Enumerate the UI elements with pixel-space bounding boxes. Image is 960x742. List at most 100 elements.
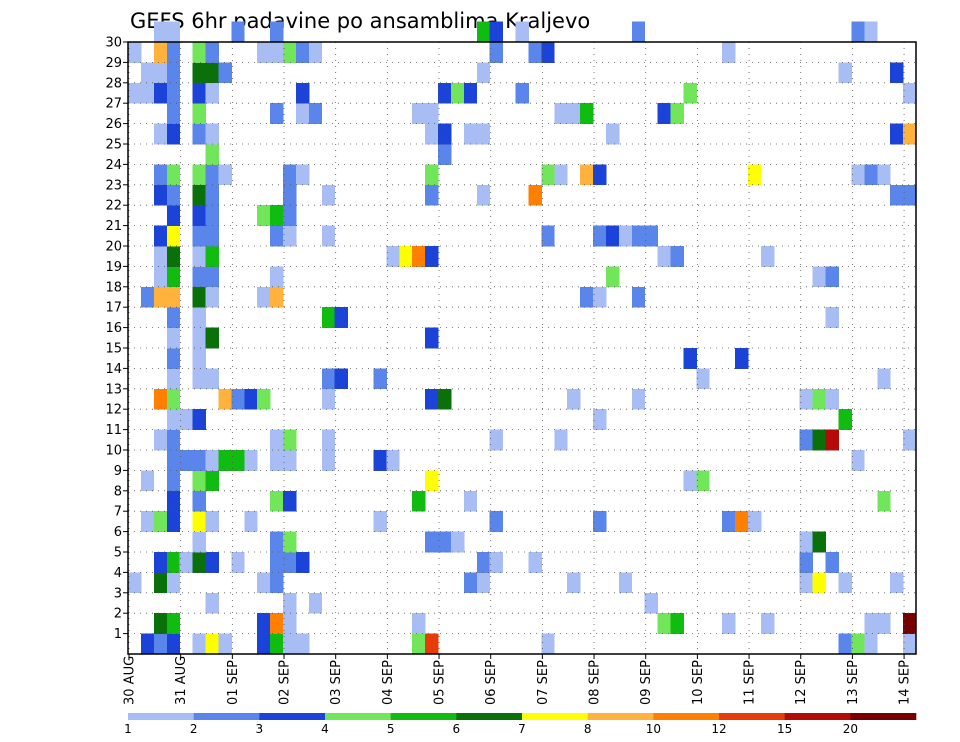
heatmap-cell — [463, 490, 478, 512]
y-tick-label: 25 — [105, 138, 122, 153]
heatmap-cell — [283, 429, 297, 451]
heatmap-cell — [166, 246, 181, 267]
heatmap-cell — [192, 164, 206, 186]
heatmap-cell — [295, 103, 310, 124]
heatmap-cell — [166, 307, 181, 328]
heatmap-cell — [166, 633, 181, 655]
heatmap-cell — [890, 62, 904, 84]
heatmap-cell — [205, 62, 219, 84]
heatmap-cell — [425, 164, 439, 186]
heatmap-cell — [166, 470, 181, 492]
heatmap-cell — [153, 572, 168, 594]
heatmap-cell — [128, 82, 142, 104]
heatmap-cell — [605, 225, 620, 247]
heatmap-cell — [192, 82, 206, 104]
x-tick-label: 01 SEP — [226, 660, 241, 705]
y-tick-label: 22 — [105, 199, 122, 214]
heatmap-cell — [864, 21, 878, 43]
y-tick-label: 14 — [105, 362, 122, 377]
y-tick-label: 17 — [105, 301, 122, 316]
heatmap-cell — [851, 164, 865, 186]
heatmap-cell — [192, 511, 206, 532]
heatmap-cell — [283, 552, 297, 573]
y-tick-label: 21 — [105, 219, 122, 234]
heatmap-cell — [683, 348, 697, 369]
heatmap-cell — [593, 225, 607, 247]
heatmap-cell — [192, 490, 206, 512]
y-tick-label: 23 — [105, 178, 122, 193]
heatmap-cell — [321, 368, 336, 390]
heatmap-cell — [166, 103, 181, 124]
heatmap-cell — [425, 327, 439, 349]
heatmap-cell — [696, 368, 710, 390]
x-tick-label: 04 SEP — [381, 660, 396, 705]
heatmap-cell — [386, 450, 400, 471]
heatmap-cell — [812, 572, 826, 594]
heatmap-cell — [605, 123, 620, 145]
heatmap-cell — [270, 429, 284, 451]
colorbar-label: 5 — [387, 722, 395, 736]
heatmap-cell — [838, 572, 852, 594]
heatmap-cell — [205, 184, 219, 206]
y-tick-label: 2 — [114, 607, 122, 622]
heatmap-cell — [166, 490, 181, 512]
heatmap-cell — [489, 552, 504, 573]
heatmap-cell — [425, 388, 439, 410]
heatmap-cell — [321, 450, 336, 471]
heatmap-cell — [179, 409, 193, 430]
heatmap-cell — [618, 572, 633, 594]
heatmap-cell — [489, 21, 504, 43]
heatmap-cell — [192, 348, 206, 369]
heatmap-cell — [321, 184, 336, 206]
heatmap-cell — [192, 368, 206, 390]
y-tick-label: 11 — [105, 423, 122, 438]
heatmap-cell — [153, 164, 168, 186]
colorbar-label: 2 — [190, 722, 198, 736]
heatmap-cell — [166, 205, 181, 226]
heatmap-cell — [605, 266, 620, 288]
heatmap-cell — [580, 286, 594, 308]
heatmap-cell — [205, 123, 219, 145]
heatmap-cell — [218, 62, 232, 84]
heatmap-cell — [166, 286, 181, 308]
heatmap-cell — [877, 490, 891, 512]
heatmap-cell — [295, 42, 310, 63]
heatmap-cell — [205, 246, 219, 267]
heatmap-cell — [153, 184, 168, 206]
heatmap-cell — [205, 450, 219, 471]
heatmap-cell — [153, 246, 168, 267]
heatmap-cell — [489, 42, 504, 63]
heatmap-cell — [205, 470, 219, 492]
heatmap-cell — [593, 286, 607, 308]
heatmap-cell — [373, 368, 387, 390]
heatmap-cell — [205, 286, 219, 308]
heatmap-cell — [270, 103, 284, 124]
heatmap-cell — [166, 62, 181, 84]
heatmap-cell — [153, 286, 168, 308]
heatmap-cell — [463, 572, 478, 594]
x-tick-label: 11 SEP — [743, 660, 758, 705]
heatmap-cell — [825, 266, 839, 288]
heatmap-cell — [270, 490, 284, 512]
heatmap-cell — [386, 246, 400, 267]
heatmap-cell — [825, 552, 839, 573]
heatmap-cell — [864, 633, 878, 655]
y-tick-label: 9 — [114, 464, 122, 479]
heatmap-cell — [166, 388, 181, 410]
heatmap-cell — [140, 470, 155, 492]
y-tick-label: 18 — [105, 280, 122, 295]
heatmap-cell — [476, 62, 491, 84]
heatmap-cell — [257, 388, 271, 410]
heatmap-cell — [166, 327, 181, 349]
heatmap-cell — [308, 592, 323, 614]
heatmap-cell — [218, 633, 232, 655]
heatmap-cell — [283, 164, 297, 186]
heatmap-cell — [257, 572, 271, 594]
heatmap-cell — [270, 633, 284, 655]
heatmap-cell — [166, 409, 181, 430]
x-tick-label: 03 SEP — [329, 660, 344, 705]
heatmap-cell — [321, 388, 336, 410]
x-tick-label: 12 SEP — [794, 660, 809, 705]
heatmap-cell — [321, 307, 336, 328]
heatmap-cell — [877, 164, 891, 186]
